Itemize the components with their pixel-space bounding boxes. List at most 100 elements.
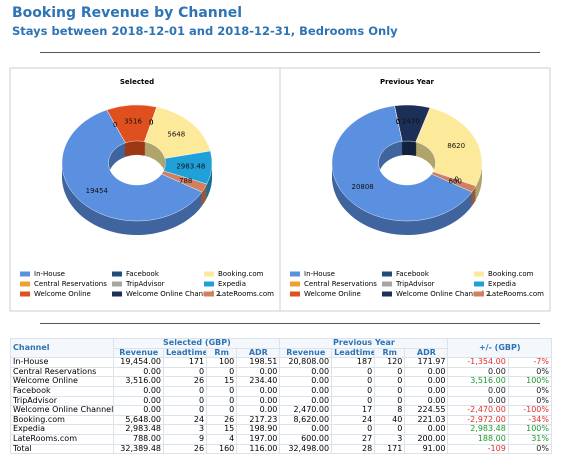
table-cell: 0 <box>162 395 208 407</box>
legend-label: Expedia <box>218 280 246 288</box>
slice-label: 600 <box>449 178 462 186</box>
table-cell: 0.00 <box>236 366 281 378</box>
table-row: In-House 19,454.00 171 100 198.51 20,808.00 18… <box>9 357 553 368</box>
table-cell: 200.00 <box>404 433 449 445</box>
table-cell: 188.00 <box>447 433 509 445</box>
table-cell: 0.00 <box>279 376 333 387</box>
table-cell: 28 <box>331 443 376 455</box>
table-cell: 9 <box>162 433 208 445</box>
slice-label: 0 <box>396 118 400 126</box>
table-cell: Welcome Online Channel 2 <box>9 405 115 416</box>
table-row: LateRooms.com 788.00 9 4 197.00 600.00 27 3 200.… <box>9 433 553 445</box>
table-cell: 0 <box>206 385 238 397</box>
table-cell: 0.00 <box>447 385 509 397</box>
table-cell: 0 <box>206 405 238 416</box>
legend-swatch <box>290 281 300 287</box>
table-cell: 0.00 <box>236 405 281 416</box>
legend-label: Welcome Online Channel 2 <box>126 290 220 298</box>
legend-swatch <box>204 281 214 287</box>
table-cell: 91.00 <box>404 443 449 455</box>
table-cell: 3,516.00 <box>447 376 509 387</box>
table-row: Expedia 2,983.48 3 15 198.90 0.00 0 0 0.00 2,983.… <box>9 424 553 435</box>
slice-label: 0 <box>396 118 400 126</box>
slice-label: 20808 <box>351 183 373 191</box>
table-cell: 100 <box>206 357 238 368</box>
table-cell: 26 <box>162 376 208 387</box>
table-cell: 100% <box>507 376 553 387</box>
table-cell: 0.00 <box>404 424 449 435</box>
table-cell: 15 <box>206 376 238 387</box>
table-cell: 100% <box>507 424 553 435</box>
table-cell: -34% <box>507 414 553 426</box>
table-cell: Booking.com <box>9 414 115 426</box>
table-cell: 0% <box>507 443 553 455</box>
divider <box>40 323 540 324</box>
table-cell: 0.00 <box>404 385 449 397</box>
chart-title: Previous Year <box>380 78 435 86</box>
table-cell: 3 <box>374 433 406 445</box>
table-cell: 5,648.00 <box>113 414 164 426</box>
table-cell: 171 <box>162 357 208 368</box>
subcolumn-header: ADR <box>236 347 281 359</box>
table-cell: 171 <box>374 443 406 455</box>
table-cell: 32,389.48 <box>113 443 164 455</box>
table-cell: 17 <box>331 405 376 416</box>
table-cell: 0.00 <box>279 385 333 397</box>
table-cell: 187 <box>331 357 376 368</box>
legend-label: Central Reservations <box>304 280 377 288</box>
table-cell: 0.00 <box>279 366 333 378</box>
table-row: TripAdvisor 0.00 0 0 0.00 0.00 0 0 0.00 0.00 0% <box>9 395 553 407</box>
column-header: Previous Year <box>279 338 449 349</box>
table-row: Facebook 0.00 0 0 0.00 0.00 0 0 0.00 0.00 0% <box>9 385 553 397</box>
slice-label: 0 <box>149 119 153 127</box>
subcolumn-header: Revenue <box>113 347 164 359</box>
subcolumn-header: Rm <box>374 347 406 359</box>
slice-label: 3516 <box>124 117 142 125</box>
table-row: Welcome Online Channel 2 0.00 0 0 0.00 2,470.… <box>9 405 553 416</box>
table-cell: 197.00 <box>236 433 281 445</box>
legend-swatch <box>474 281 484 287</box>
legend-swatch <box>112 281 122 287</box>
table-cell: 0.00 <box>113 395 164 407</box>
legend-swatch <box>474 271 484 277</box>
report-title: Booking Revenue by Channel <box>12 5 243 21</box>
table-cell: 171.97 <box>404 357 449 368</box>
table-row: Central Reservations 0.00 0 0 0.00 0.00 0 0 0.00… <box>9 366 553 378</box>
revenue-table: Channel Selected (GBP) Previous Year +/- (G… <box>9 337 553 455</box>
table-cell: 0.00 <box>113 405 164 416</box>
table-cell: 600.00 <box>279 433 333 445</box>
table-cell: 0.00 <box>447 366 509 378</box>
slice-label: 0 <box>149 119 153 127</box>
table-cell: 116.00 <box>236 443 281 455</box>
table-cell: 26 <box>162 443 208 455</box>
table-cell: 120 <box>374 357 406 368</box>
table-cell: TripAdvisor <box>9 395 115 407</box>
slice-label: 2983.48 <box>176 162 205 170</box>
subcolumn-header: ADR <box>404 347 449 359</box>
table-cell: 0.00 <box>404 376 449 387</box>
table-cell: 31% <box>507 433 553 445</box>
table-cell: In-House <box>9 357 115 368</box>
column-header: Channel <box>9 337 115 359</box>
column-header: Selected (GBP) <box>113 338 281 349</box>
table-cell: 0 <box>331 395 376 407</box>
table-cell: 0 <box>162 405 208 416</box>
subcolumn-header: Rm <box>206 347 238 359</box>
legend-label: Welcome Online Channel 2 <box>396 290 490 298</box>
table-cell: 221.03 <box>404 414 449 426</box>
slice <box>431 171 477 193</box>
legend-label: Booking.com <box>488 270 534 278</box>
table-cell: 0% <box>507 395 553 407</box>
legend-swatch <box>474 291 484 297</box>
table-cell: 0.00 <box>236 395 281 407</box>
table-cell: 0 <box>374 424 406 435</box>
slice-label: 0 <box>396 118 400 126</box>
legend-label: Central Reservations <box>34 280 107 288</box>
table-cell: 0.00 <box>279 395 333 407</box>
table-cell: 20,808.00 <box>279 357 333 368</box>
table-row: Booking.com 5,648.00 24 26 217.23 8,620.00 24 4… <box>9 414 553 426</box>
legend-swatch <box>20 291 30 297</box>
table-cell: 0 <box>331 376 376 387</box>
table-cell: 0 <box>331 424 376 435</box>
table-cell: 0 <box>162 366 208 378</box>
